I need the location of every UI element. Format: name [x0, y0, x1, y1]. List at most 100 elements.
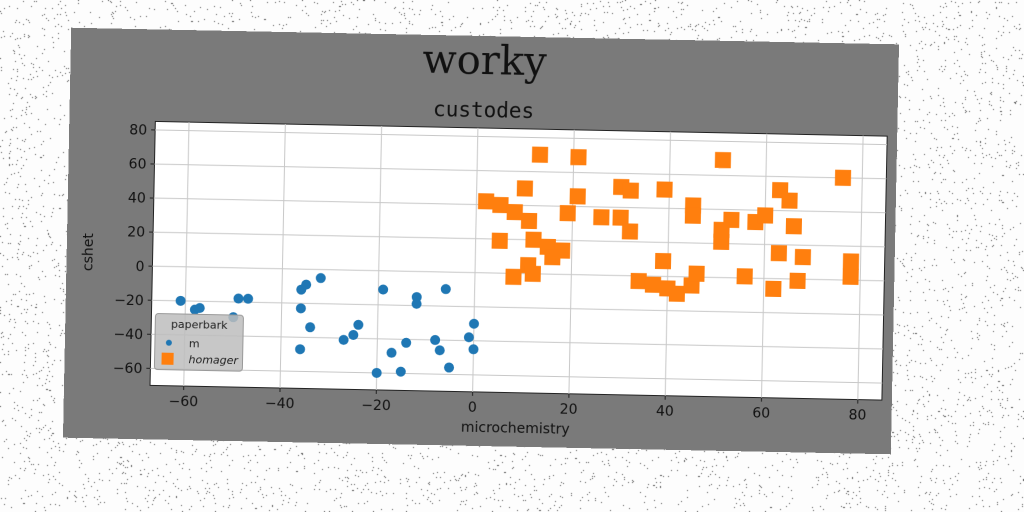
plot-area: [149, 120, 888, 401]
point-homager: [491, 232, 508, 249]
y-grid-line: [154, 163, 887, 180]
y-grid-line: [151, 299, 884, 316]
x-grid-line: [761, 133, 768, 398]
x-tick-label: 80: [848, 407, 866, 423]
y-grid-line: [153, 231, 885, 248]
point-homager: [516, 180, 534, 197]
point-homager: [684, 207, 702, 224]
point-homager: [723, 211, 740, 229]
point-m: [468, 344, 479, 355]
y-tick-label: 60: [128, 156, 146, 172]
point-homager: [506, 203, 523, 221]
x-grid-line: [568, 129, 575, 394]
x-tick-label: 40: [656, 404, 674, 420]
point-homager: [559, 205, 576, 222]
point-m: [243, 293, 254, 304]
point-homager: [569, 188, 586, 205]
point-homager: [842, 253, 860, 270]
point-homager: [531, 146, 549, 163]
point-homager: [654, 252, 672, 270]
y-tick-label: 0: [135, 259, 144, 275]
y-axis-label: cshet: [80, 232, 97, 271]
point-homager: [668, 285, 686, 302]
point-homager: [770, 245, 788, 262]
point-homager: [621, 223, 639, 240]
legend-label-homager: homager: [188, 353, 239, 367]
point-homager: [612, 209, 629, 226]
x-tick-label: −40: [265, 396, 295, 413]
y-tick-label: 40: [128, 191, 146, 207]
point-homager: [713, 233, 730, 250]
point-m: [338, 334, 349, 345]
point-homager: [688, 265, 705, 282]
x-tick-label: −20: [361, 398, 391, 415]
point-m: [371, 367, 382, 378]
legend-label-m: m: [189, 337, 200, 350]
point-homager: [736, 268, 753, 285]
point-homager: [520, 212, 538, 230]
point-m: [386, 347, 397, 358]
point-homager: [656, 181, 673, 198]
point-m: [305, 322, 316, 333]
legend-title: paperbark: [171, 318, 228, 332]
point-m: [295, 303, 306, 314]
point-m: [194, 303, 205, 314]
point-m: [411, 298, 422, 309]
point-homager: [630, 272, 647, 290]
point-homager: [781, 192, 798, 209]
point-m: [395, 366, 406, 377]
chart-card: worky custodes −60 −40 −20 0 20 40 60 80 −60 −40−…: [62, 27, 900, 455]
point-m: [440, 284, 451, 295]
point-m: [301, 279, 312, 290]
point-m: [463, 332, 474, 343]
y-grid-line: [150, 367, 883, 384]
legend: paperbark m homager: [153, 313, 244, 372]
point-homager: [714, 151, 732, 169]
point-homager: [789, 272, 806, 289]
x-tick-label: 60: [752, 405, 770, 421]
point-homager: [842, 268, 859, 285]
y-tick-label: −60: [113, 361, 143, 378]
x-grid-line: [857, 135, 864, 400]
point-m: [315, 273, 326, 284]
legend-marker-homager: [161, 352, 174, 365]
point-m: [430, 335, 441, 346]
point-homager: [505, 268, 522, 285]
y-grid-line: [155, 129, 888, 146]
point-homager: [644, 276, 662, 293]
point-homager: [765, 280, 782, 298]
x-tick-label: 20: [560, 402, 578, 418]
legend-box: [153, 313, 244, 372]
point-m: [348, 329, 359, 340]
point-homager: [544, 249, 561, 266]
x-tick-label: 0: [468, 400, 477, 416]
point-m: [401, 337, 412, 348]
point-homager: [785, 218, 803, 235]
point-homager: [794, 248, 812, 266]
point-homager: [570, 149, 587, 166]
x-grid-line: [375, 125, 383, 390]
point-m: [444, 362, 455, 373]
y-tick-label: 20: [127, 225, 145, 241]
point-homager: [524, 265, 541, 282]
scatter-chart: −60 −40 −20 0 20 40 60 80 −60 −40 −20 0 20 40 60 80 mic…: [80, 120, 888, 438]
x-axis-label: microchemistry: [461, 420, 570, 438]
y-tick-label: −20: [114, 292, 144, 309]
point-homager: [622, 182, 639, 199]
point-homager: [492, 196, 509, 214]
point-homager: [834, 169, 852, 186]
y-tick-label: 80: [129, 122, 147, 138]
x-grid-line: [279, 124, 286, 389]
point-m: [175, 295, 186, 306]
point-m: [233, 293, 244, 304]
point-homager: [477, 193, 495, 210]
point-m: [378, 284, 389, 295]
x-tick-label: −60: [168, 394, 198, 411]
point-homager: [757, 207, 774, 224]
legend-marker-m: [165, 339, 172, 346]
tick-labels: −60 −40 −20 0 20 40 60 80 −60 −40 −20 0 20 40 60 80: [113, 122, 867, 423]
y-grid-line: [151, 333, 883, 350]
point-homager: [525, 231, 542, 248]
point-m: [295, 344, 306, 355]
point-homager: [593, 209, 610, 226]
